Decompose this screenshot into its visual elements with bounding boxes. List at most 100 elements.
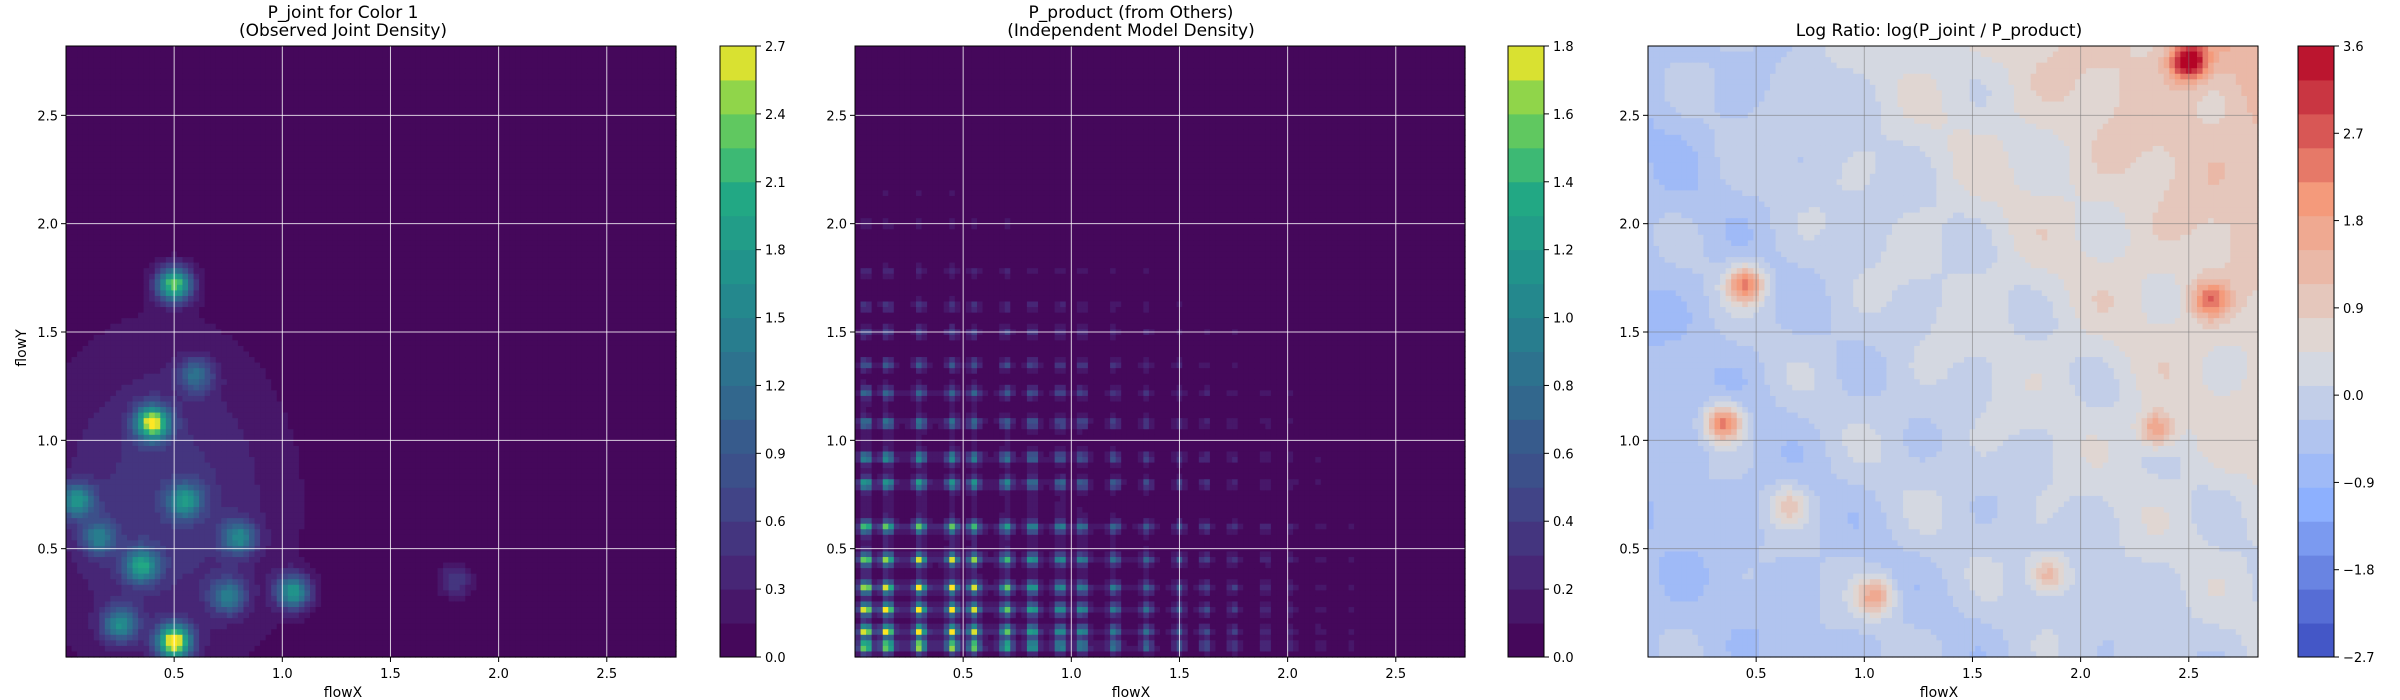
heatmap-cell [581,240,588,247]
heatmap-cell [82,57,89,64]
heatmap-cell [232,145,239,153]
heatmap-cell [160,73,167,80]
heatmap-cell [254,90,261,97]
heatmap-cell [493,101,500,108]
heatmap-cell [121,101,128,108]
heatmap-cell [371,218,378,225]
heatmap-cell [304,57,311,64]
heatmap-cell [77,212,84,219]
heatmap-cell [271,295,278,303]
heatmap-cell [321,173,328,180]
heatmap-cell [271,68,278,75]
heatmap-cell [260,118,267,125]
heatmap-cell [626,73,633,80]
heatmap-cell [121,295,128,303]
heatmap-cell [243,129,250,136]
heatmap-cell [115,195,123,203]
heatmap-cell [598,129,605,136]
heatmap-cell [642,279,649,286]
heatmap-cell [670,140,677,147]
heatmap-cell [193,295,200,303]
heatmap-cell [653,284,660,291]
heatmap-cell [520,51,527,58]
heatmap-cell [565,151,572,158]
heatmap-cell [642,134,649,142]
heatmap-cell [526,173,533,180]
heatmap-cell [476,107,483,114]
heatmap-cell [121,190,128,197]
heatmap-cell [315,95,322,103]
heatmap-cell [637,229,644,236]
heatmap-cell [298,184,306,192]
heatmap-cell [310,51,317,58]
heatmap-cell [470,95,477,103]
heatmap-cell [570,51,577,58]
heatmap-cell [371,101,378,108]
heatmap-cell [420,223,428,230]
heatmap-cell [237,212,245,219]
heatmap-cell [104,57,111,64]
heatmap-cell [204,145,211,153]
heatmap-cell [376,218,383,225]
heatmap-cell [670,90,677,97]
heatmap-cell [182,68,189,75]
heatmap-cell [504,179,511,186]
heatmap-cell [481,123,489,130]
heatmap-cell [127,73,134,80]
heatmap-cell [476,207,483,214]
heatmap-cell [293,101,300,108]
heatmap-cell [249,79,256,86]
heatmap-cell [348,223,355,230]
heatmap-cell [282,223,289,230]
heatmap-cell [648,290,655,297]
heatmap-cell [542,273,550,280]
heatmap-cell [193,62,200,69]
heatmap-cell [304,73,311,80]
heatmap-cell [298,151,306,158]
heatmap-cell [559,101,566,108]
heatmap-cell [249,201,256,208]
heatmap-cell [287,51,294,58]
heatmap-cell [210,51,217,58]
heatmap-cell [354,179,361,186]
heatmap-cell [487,123,494,130]
heatmap-cell [581,290,588,297]
heatmap-cell [348,51,355,58]
heatmap-cell [260,229,267,236]
heatmap-cell [398,179,405,186]
heatmap-cell [127,62,134,69]
heatmap-cell [243,145,250,153]
heatmap-cell [515,173,522,180]
heatmap-cell [371,123,378,130]
heatmap-cell [265,245,272,253]
heatmap-cell [642,223,649,230]
heatmap-cell [581,179,588,186]
heatmap-cell [160,229,167,236]
heatmap-cell [298,284,306,291]
heatmap-cell [670,101,677,108]
heatmap-cell [138,118,145,125]
heatmap-cell [592,268,599,275]
heatmap-cell [615,229,622,236]
heatmap-cell [554,279,561,286]
heatmap-cell [165,268,172,275]
heatmap-cell [215,290,222,297]
heatmap-cell [542,223,550,230]
heatmap-cell [598,207,605,214]
heatmap-cell [143,95,150,103]
heatmap-cell [271,62,278,69]
heatmap-cell [260,129,267,136]
heatmap-cell [631,284,638,291]
heatmap-cell [254,51,261,58]
heatmap-cell [576,46,583,53]
heatmap-cell [315,168,322,175]
heatmap-cell [132,245,139,253]
heatmap-cell [376,179,383,186]
heatmap-cell [99,223,106,230]
heatmap-cell [592,145,599,153]
heatmap-cell [664,201,672,208]
heatmap-cell [609,79,616,86]
heatmap-cell [121,90,128,97]
heatmap-cell [498,95,505,103]
heatmap-cell [526,195,533,203]
